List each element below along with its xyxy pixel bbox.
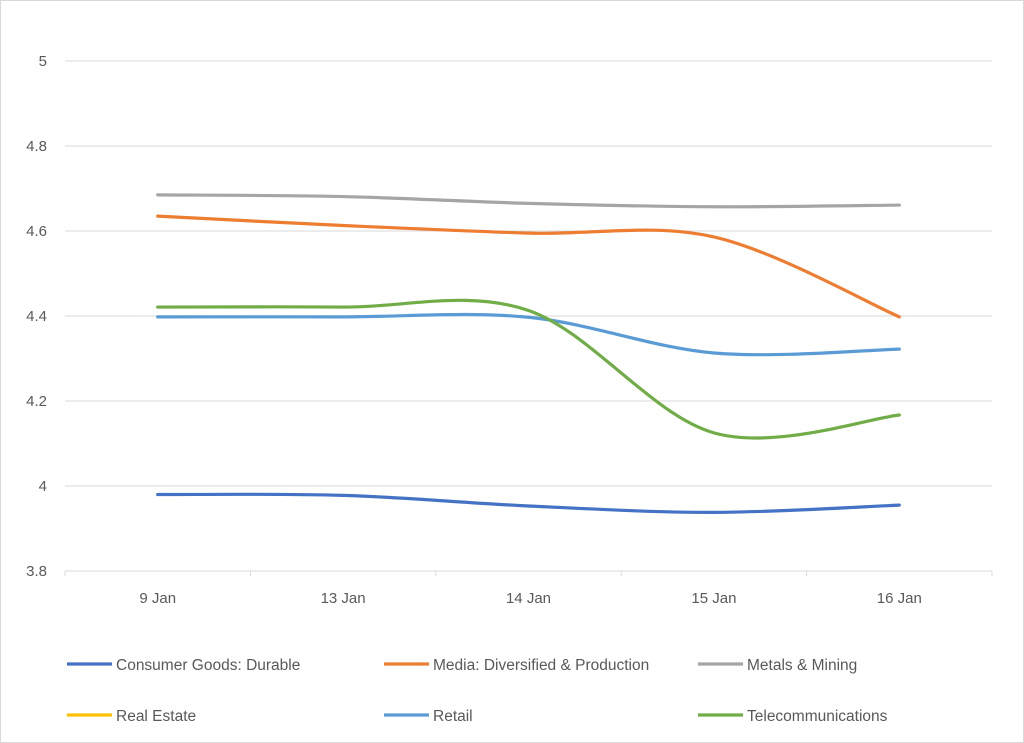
- legend-label: Telecommunications: [747, 708, 888, 725]
- legend-label: Consumer Goods: Durable: [116, 657, 300, 674]
- x-tick-label: 15 Jan: [691, 590, 736, 607]
- x-tick-label: 14 Jan: [506, 590, 551, 607]
- y-tick-label: 4.8: [26, 138, 47, 155]
- y-tick-label: 4.4: [26, 308, 47, 325]
- legend-label: Metals & Mining: [747, 657, 857, 674]
- gridlines: [65, 60, 992, 487]
- legend-item-telecommunications: Telecommunications: [698, 708, 888, 725]
- series-line-metals-mining: [156, 193, 901, 209]
- legend-item-metals-mining: Metals & Mining: [698, 657, 857, 674]
- series-lines: [156, 193, 901, 514]
- legend-item-consumer-goods-durable: Consumer Goods: Durable: [67, 657, 300, 674]
- legend-label: Real Estate: [116, 708, 196, 725]
- y-tick-label: 4.2: [26, 393, 47, 410]
- y-tick-label: 4: [39, 478, 47, 495]
- legend: Consumer Goods: Durable Media: Diversifie…: [67, 657, 888, 725]
- y-tick-label: 4.6: [26, 223, 47, 240]
- series-line-retail: [156, 312, 901, 357]
- y-tick-label: 5: [39, 53, 47, 70]
- legend-label: Media: Diversified & Production: [433, 657, 649, 674]
- series-line-media-diversified-production: [156, 214, 901, 319]
- x-axis: 9 Jan 13 Jan 14 Jan 15 Jan 16 Jan: [64, 570, 993, 607]
- legend-label: Retail: [433, 708, 473, 725]
- legend-item-retail: Retail: [384, 708, 473, 725]
- legend-item-real-estate: Real Estate: [67, 708, 196, 725]
- x-tick-label: 9 Jan: [139, 590, 176, 607]
- x-tick-label: 16 Jan: [877, 590, 922, 607]
- x-tick-label: 13 Jan: [321, 590, 366, 607]
- series-line-telecommunications: [156, 298, 901, 440]
- series-line-consumer-goods-durable: [156, 492, 901, 514]
- y-tick-label: 3.8: [26, 563, 47, 580]
- legend-item-media-diversified-production: Media: Diversified & Production: [384, 657, 649, 674]
- y-axis: 3.8 4 4.2 4.4 4.6 4.8 5: [26, 53, 47, 580]
